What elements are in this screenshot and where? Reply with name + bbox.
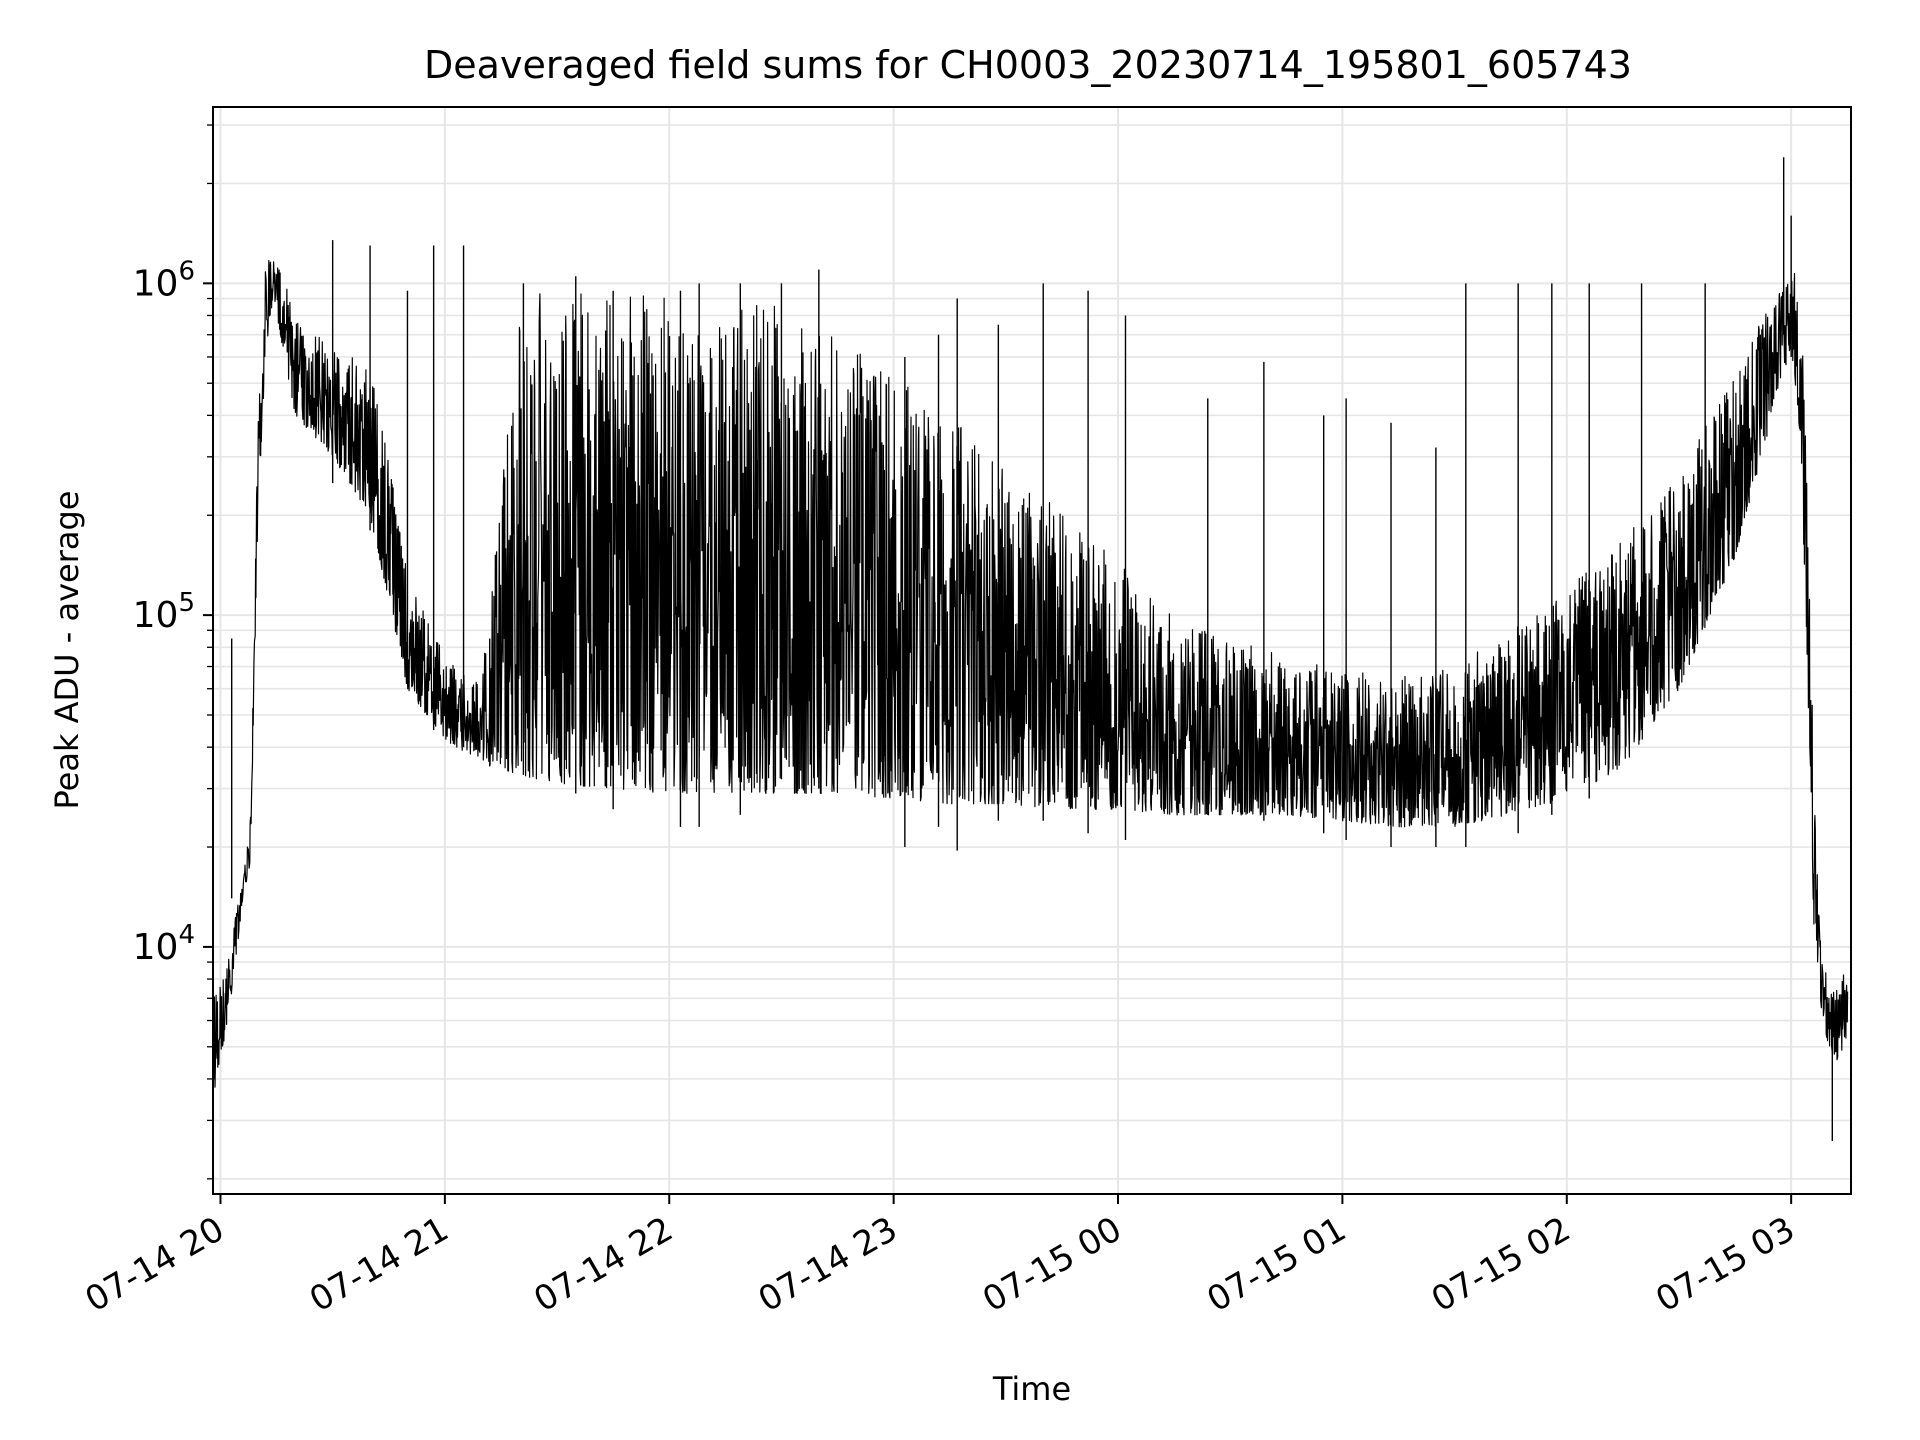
y-tick-label: 105 — [133, 588, 195, 636]
plot-frame — [212, 106, 1852, 1195]
grid-lines — [213, 107, 1851, 1194]
series-line — [212, 157, 1849, 1142]
y-tick-label: 104 — [133, 920, 195, 968]
series-trace — [212, 260, 1849, 1090]
chart-title: Deaveraged field sums for CH0003_2023071… — [424, 43, 1632, 87]
x-axis-label: Time — [992, 1370, 1071, 1408]
y-axis-label: Peak ADU - average — [48, 491, 86, 810]
y-tick-label: 106 — [133, 256, 195, 304]
y-axis-ticks: 104 105 106 — [133, 124, 213, 1180]
